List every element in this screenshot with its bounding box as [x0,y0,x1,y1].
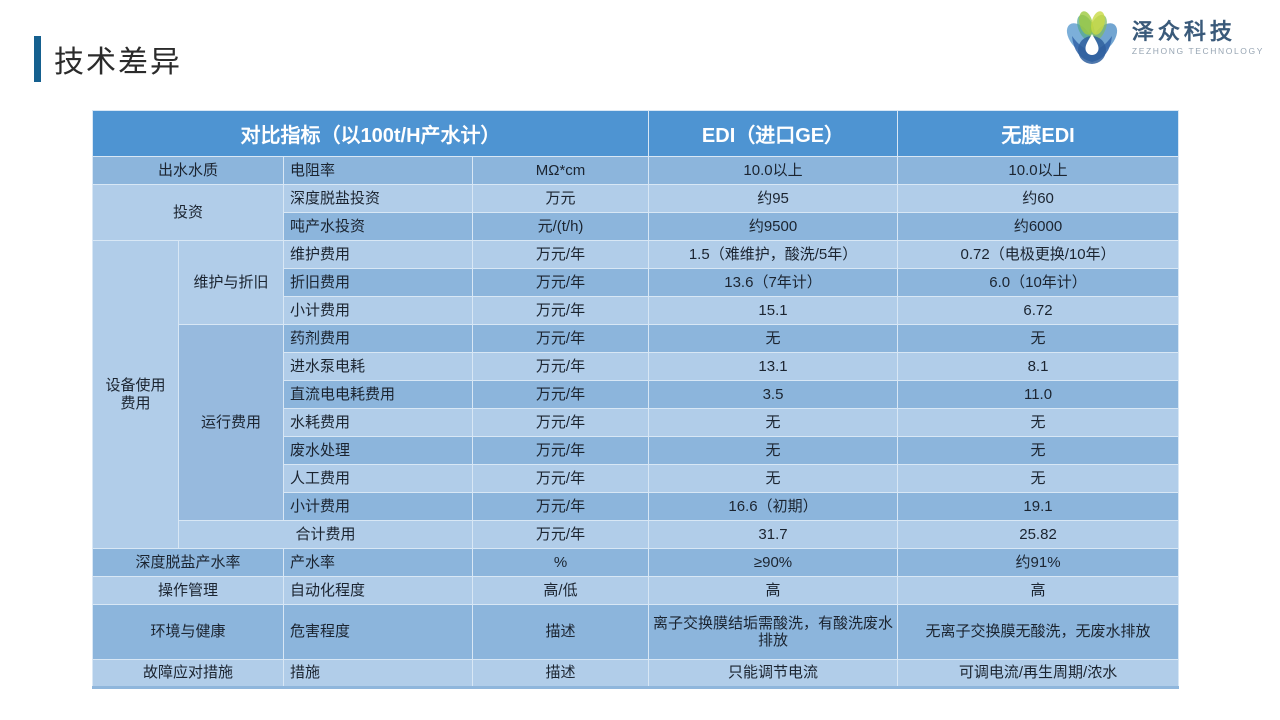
table-cell: 约6000 [897,212,1180,241]
table-cell: 约91% [897,548,1180,577]
table-cell: 25.82 [897,520,1180,549]
table-cell: 操作管理 [92,576,284,605]
table-cell: 维护与折旧 [178,240,284,325]
table-cell: 投资 [92,184,284,241]
table-cell: 6.72 [897,296,1180,325]
table-cell: 0.72（电极更换/10年） [897,240,1180,269]
table-cell: 元/(t/h) [471,212,650,241]
table-cell: 无 [897,464,1180,493]
table-cell: 危害程度 [283,604,473,660]
table-cell: 无 [648,436,899,465]
table-cell: 万元/年 [471,520,650,549]
table-cell: 水耗费用 [283,408,473,437]
lotus-waterdrop-icon [1066,11,1118,64]
table-cell: 深度脱盐产水率 [92,548,284,577]
header-cell: 无膜EDI [897,110,1180,157]
table-cell: 直流电电耗费用 [283,380,473,409]
table-cell: 无 [897,408,1180,437]
logo-name: 泽众科技 [1131,18,1236,44]
table-cell: 折旧费用 [283,268,473,297]
table-cell: 维护费用 [283,240,473,269]
table-cell: 万元/年 [471,352,650,381]
table-cell: 8.1 [897,352,1180,381]
table-wrap: 对比指标（以100t/H产水计） EDI（进口GE） 无膜EDI 出水水质 电阻率 MΩ*… [91,110,1180,689]
table-cell: 无 [648,408,899,437]
company-logo: 泽众科技 ZEZHONG TECHNOLOGY [1060,6,1264,70]
table-cell: 无离子交换膜无酸洗，无废水排放 [897,604,1180,660]
table-cell: 10.0以上 [897,156,1180,185]
table-cell: 深度脱盐投资 [283,184,473,213]
table-cell: 描述 [471,604,650,660]
table-cell: 离子交换膜结垢需酸洗，有酸洗废水排放 [648,604,899,660]
table-cell: 小计费用 [283,296,473,325]
table-cell: 万元/年 [471,380,650,409]
table-cell: 设备使用 费用 [92,240,179,549]
title-accent-bar [34,36,41,82]
table-cell: 措施 [283,659,473,688]
table-cell: 10.0以上 [648,156,899,185]
table-cell: MΩ*cm [471,156,650,185]
table-cell: 高/低 [471,576,650,605]
table-cell: 高 [897,576,1180,605]
table-cell: 11.0 [897,380,1180,409]
table-cell: 无 [648,464,899,493]
table-cell: 高 [648,576,899,605]
table-cell: 1.5（难维护，酸洗/5年） [648,240,899,269]
table-cell: 无 [897,324,1180,353]
table-cell: 万元 [471,184,650,213]
page-title: 技术差异 [54,46,182,79]
table-cell: 万元/年 [471,240,650,269]
table-cell: 约60 [897,184,1180,213]
table-cell: % [471,548,650,577]
title-block: 技术差异 [34,36,182,82]
header-cell: 对比指标（以100t/H产水计） [91,110,650,157]
table-cell: 运行费用 [178,324,284,521]
table-cell: 小计费用 [283,492,473,521]
table-cell: 19.1 [897,492,1180,521]
table-cell: 31.7 [648,520,899,549]
table-cell: 可调电流/再生周期/浓水 [897,659,1180,688]
table-cell: 故障应对措施 [92,659,284,688]
table-cell: 只能调节电流 [648,659,899,688]
table-cell: 3.5 [648,380,899,409]
table-cell: 13.6（7年计） [648,268,899,297]
table-cell: 自动化程度 [283,576,473,605]
logo-subtitle: ZEZHONG TECHNOLOGY [1131,46,1264,57]
table-cell: 万元/年 [471,464,650,493]
table-cell: 人工费用 [283,464,473,493]
table-cell: ≥90% [648,548,899,577]
table-cell: 万元/年 [471,436,650,465]
table-cell: 万元/年 [471,324,650,353]
table-cell: 出水水质 [92,156,284,185]
table-cell: 15.1 [648,296,899,325]
header-cell: EDI（进口GE） [648,110,899,157]
table-cell: 13.1 [648,352,899,381]
table-cell: 废水处理 [283,436,473,465]
table-cell: 6.0（10年计） [897,268,1180,297]
table-cell: 合计费用 [178,520,473,549]
table-cell: 产水率 [283,548,473,577]
table-cell: 16.6（初期） [648,492,899,521]
table-cell: 吨产水投资 [283,212,473,241]
table-cell: 约95 [648,184,899,213]
logo-text: 泽众科技 ZEZHONG TECHNOLOGY [1131,18,1264,57]
table-cell: 环境与健康 [92,604,284,660]
table-cell: 进水泵电耗 [283,352,473,381]
comparison-table: 对比指标（以100t/H产水计） EDI（进口GE） 无膜EDI 出水水质 电阻率 MΩ*… [91,110,1180,689]
table-cell: 电阻率 [283,156,473,185]
table-cell: 描述 [471,659,650,688]
table-cell: 无 [648,324,899,353]
table-cell: 约9500 [648,212,899,241]
table-cell: 万元/年 [471,268,650,297]
table-cell: 万元/年 [471,296,650,325]
table-cell: 万元/年 [471,492,650,521]
table-cell: 药剂费用 [283,324,473,353]
table-cell: 无 [897,436,1180,465]
table-cell: 万元/年 [471,408,650,437]
